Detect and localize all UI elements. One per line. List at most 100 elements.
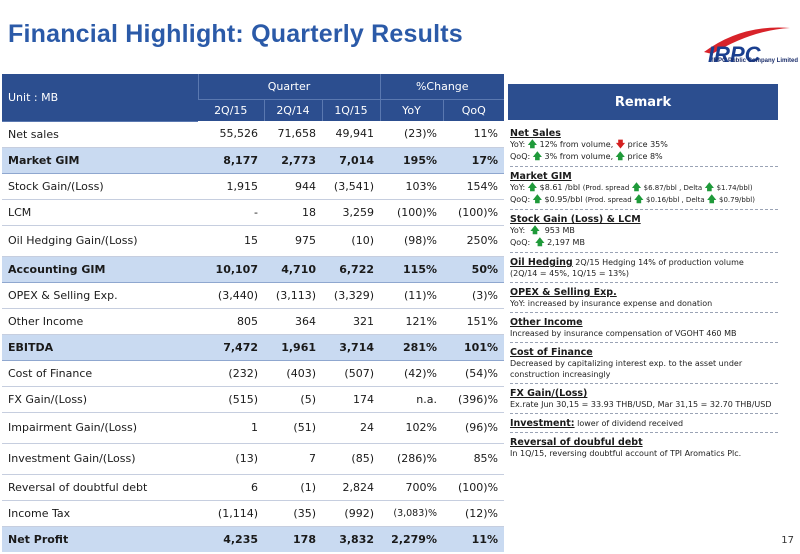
row-label: OPEX & Selling Exp. (2, 282, 198, 309)
remark-title: Stock Gain (Loss) & LCM (510, 214, 641, 225)
cell-value: 1,961 (264, 334, 322, 361)
remark-market-gim: Market GIM YoY: 🡅 $8.61 /bbl (Prod. spre… (510, 171, 778, 210)
cell-value: 55,526 (198, 121, 264, 148)
row-label: Income Tax (2, 500, 198, 527)
row-label: Stock Gain/(Loss) (2, 173, 198, 200)
remark-title: FX Gain/(Loss) (510, 388, 588, 399)
cell-value: 10,107 (198, 256, 264, 283)
table-row: Investment Gain/(Loss) (13) 7 (85) (286)% 85% (2, 443, 505, 475)
remark-other-income: Other Income Increased by insurance comp… (510, 317, 778, 343)
row-label: Market GIM (2, 147, 198, 174)
up-arrow-icon: 🡅 (707, 195, 717, 205)
row-label: Reversal of doubtful debt (2, 474, 198, 501)
cell-value: 115% (380, 256, 443, 283)
cell-value: (396)% (443, 386, 505, 413)
remark-title: Investment: (510, 418, 575, 429)
cell-value: 195% (380, 147, 443, 174)
cell-value: 281% (380, 334, 443, 361)
row-label: Net sales (2, 121, 198, 148)
irpc-logo-icon: IRPC (704, 27, 790, 66)
unit-label: Unit : MB (2, 74, 198, 122)
remark-title: OPEX & Selling Exp. (510, 287, 617, 298)
remark-title: Oil Hedging (510, 257, 573, 268)
row-label: Investment Gain/(Loss) (2, 443, 198, 475)
cell-value: (286)% (380, 443, 443, 475)
cell-value: 321 (322, 308, 380, 335)
cell-value: (85) (322, 443, 380, 475)
cell-value: 17% (443, 147, 505, 174)
cell-value: 178 (264, 526, 322, 552)
cell-value: 11% (443, 121, 505, 148)
table-row: Other Income 805 364 321 121% 151% (2, 308, 505, 335)
remark-hedging: Oil Hedging 2Q/15 Hedging 14% of product… (510, 257, 778, 283)
table-row: Oil Hedging Gain/(Loss) 15 975 (10) (98)% 250… (2, 225, 505, 257)
cell-value: 250% (443, 225, 505, 257)
row-label: Net Profit (2, 526, 198, 552)
row-label: FX Gain/(Loss) (2, 386, 198, 413)
table-row: Net Profit 4,235 178 3,832 2,279% 11% (2, 526, 505, 552)
page-number: 17 (781, 535, 794, 546)
cell-value: (42)% (380, 360, 443, 387)
up-arrow-icon: 🡅 (527, 140, 538, 150)
up-arrow-icon: 🡅 (535, 238, 545, 248)
cell-value: (100)% (443, 474, 505, 501)
table-row: FX Gain/(Loss) (515) (5) 174 n.a. (396)% (2, 386, 505, 413)
cell-value: 4,710 (264, 256, 322, 283)
row-label: LCM (2, 199, 198, 226)
cell-value: (3)% (443, 282, 505, 309)
cell-value: (100)% (443, 199, 505, 226)
cell-value: 102% (380, 412, 443, 444)
cell-value: n.a. (380, 386, 443, 413)
table-row: OPEX & Selling Exp. (3,440) (3,113) (3,329)… (2, 282, 505, 309)
table-row: LCM -18 3,259 (100)% (100)% (2, 199, 505, 226)
remark-panel: Net Sales YoY: 🡅 12% from volume, 🡇 pric… (510, 128, 778, 466)
cell-value: 71,658 (264, 121, 322, 148)
table-row: Cost of Finance (232) (403) (507) (42)% (54)% (2, 360, 505, 387)
up-arrow-icon: 🡅 (530, 226, 540, 236)
cell-value: 154% (443, 173, 505, 200)
cell-value: (35) (264, 500, 322, 527)
cell-value: 121% (380, 308, 443, 335)
cell-value: (507) (322, 360, 380, 387)
table-row: Income Tax (1,114) (35) (992) (3,083)% (12)% (2, 500, 505, 527)
cell-value: 1,915 (198, 173, 264, 200)
cell-value: (515) (198, 386, 264, 413)
remark-title: Other Income (510, 317, 583, 328)
col-header: QoQ (442, 99, 505, 121)
up-arrow-icon: 🡅 (527, 183, 538, 193)
table-row: Impairment Gain/(Loss) 1 (51) 24 102% (96)% (2, 412, 505, 444)
remark-fx: FX Gain/(Loss) Ex.rate Jun 30,15 = 33.93… (510, 388, 778, 414)
cell-value: 101% (443, 334, 505, 361)
cell-value: 103% (380, 173, 443, 200)
remark-opex: OPEX & Selling Exp. YoY: increased by in… (510, 287, 778, 313)
cell-value: (992) (322, 500, 380, 527)
cell-value: 975 (264, 225, 322, 257)
cell-value: 7,472 (198, 334, 264, 361)
cell-value: 174 (322, 386, 380, 413)
cell-value: (5) (264, 386, 322, 413)
cell-value: (1,114) (198, 500, 264, 527)
cell-value: (232) (198, 360, 264, 387)
remark-header: Remark (508, 84, 778, 120)
cell-value: (23)% (380, 121, 443, 148)
logo-tagline: IRPC Public Company Limited (712, 58, 799, 64)
cell-value: 8,177 (198, 147, 264, 174)
table-row: Reversal of doubtful debt 6 (1) 2,824 700% (1… (2, 474, 505, 501)
row-label: Impairment Gain/(Loss) (2, 412, 198, 444)
cell-value: 7,014 (322, 147, 380, 174)
cell-value: 3,714 (322, 334, 380, 361)
col-header: YoY (379, 99, 443, 121)
down-arrow-icon: 🡇 (615, 140, 626, 150)
remark-investment: Investment: lower of dividend received (510, 418, 778, 433)
cell-value: 50% (443, 256, 505, 283)
cell-value: 4,235 (198, 526, 264, 552)
cell-value: 151% (443, 308, 505, 335)
table-row: Market GIM 8,177 2,773 7,014 195% 17% (2, 147, 505, 174)
up-arrow-icon: 🡅 (615, 152, 625, 162)
cell-value: 2,824 (322, 474, 380, 501)
cell-value: 2,279% (380, 526, 443, 552)
remark-title: Net Sales (510, 128, 561, 139)
table-row: EBITDA 7,472 1,961 3,714 281% 101% (2, 334, 505, 361)
table-subheader-row: 2Q/15 2Q/14 1Q/15 YoY QoQ (2, 99, 505, 121)
remark-title: Market GIM (510, 171, 572, 182)
